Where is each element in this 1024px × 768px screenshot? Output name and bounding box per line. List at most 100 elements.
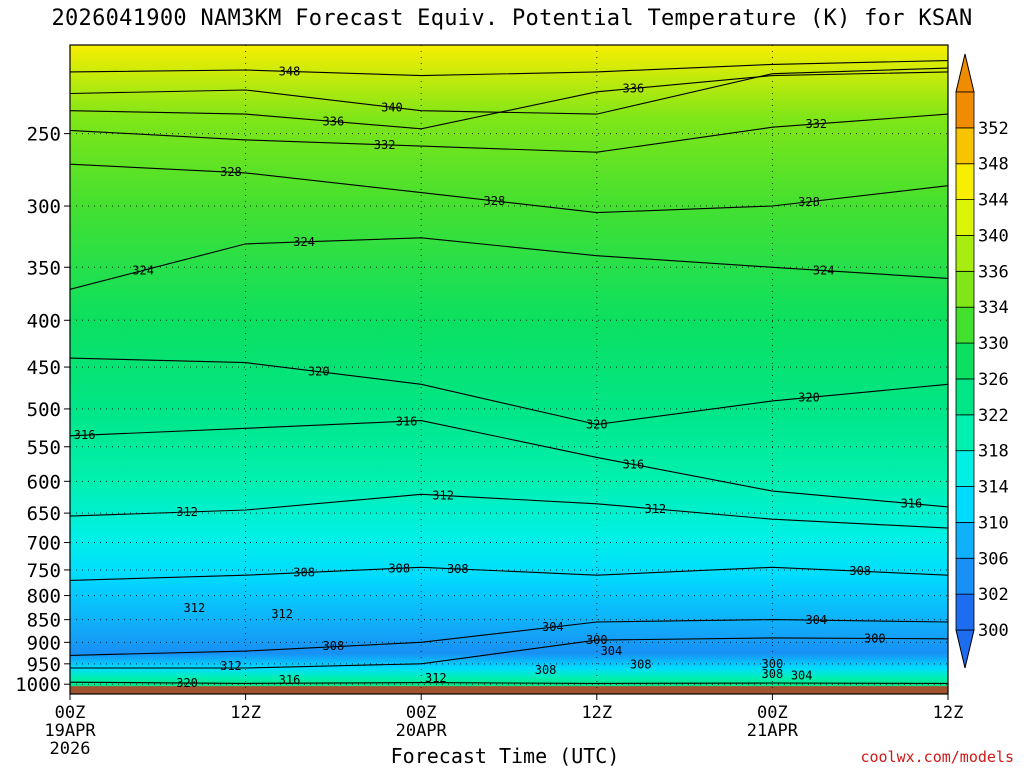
colorbar-swatch [955, 163, 975, 201]
contour-line-304 [69, 619, 949, 656]
y-tick-label: 400 [27, 310, 61, 332]
contour-label: 312 [220, 659, 242, 673]
contour-label: 308 [388, 561, 410, 575]
contour-label: 308 [849, 564, 871, 578]
colorbar-swatch [955, 486, 975, 523]
colorbar-swatch [955, 199, 975, 236]
y-tick-label: 850 [27, 610, 61, 632]
contour-label: 308 [535, 663, 557, 677]
y-tick-label: 250 [27, 124, 61, 146]
contour-line-348 [69, 60, 949, 77]
colorbar-label: 344 [978, 191, 1009, 211]
contour-label: 316 [396, 414, 418, 428]
contour-label: 308 [630, 658, 652, 672]
contour-line-308 [69, 566, 949, 581]
contour-label: 328 [798, 195, 820, 209]
contour-label: 316 [279, 673, 301, 687]
contour-line-332 [69, 113, 949, 153]
contour-label: 324 [293, 235, 315, 249]
contour-label: 332 [374, 138, 396, 152]
contour-label: 348 [279, 64, 301, 78]
y-tick-label: 950 [27, 654, 61, 676]
contour-label: 336 [323, 114, 345, 128]
colorbar-swatch [955, 450, 975, 487]
colorbar-label: 306 [978, 549, 1009, 569]
contour-label: 320 [586, 417, 608, 431]
contour-line-328 [69, 163, 949, 214]
x-tick-label: 12Z [933, 703, 964, 723]
contour-line-324 [69, 237, 949, 290]
contour-label: 320 [308, 365, 330, 379]
y-tick-label: 600 [27, 471, 61, 493]
contour-line-336 [69, 71, 949, 130]
colorbar-label: 326 [978, 370, 1009, 390]
contour-label: 320 [798, 390, 820, 404]
contour-label: 308 [762, 667, 784, 681]
colorbar-label: 302 [978, 585, 1009, 605]
colorbar-label: 352 [978, 119, 1009, 139]
contour-label: 300 [864, 631, 886, 645]
contour-line-316 [69, 420, 949, 508]
y-tick-label: 900 [27, 632, 61, 654]
y-tick-label: 300 [27, 196, 61, 218]
y-tick-label: 500 [27, 399, 61, 421]
colorbar-swatch [955, 414, 975, 452]
contour-label: 336 [623, 81, 645, 95]
plot-background [70, 45, 948, 694]
colorbar-swatch [955, 235, 975, 272]
contour-label: 304 [601, 644, 623, 658]
contour-label: 320 [176, 676, 198, 690]
colorbar-arrow-bottom [955, 629, 975, 669]
colorbar-swatch [955, 342, 975, 380]
contour-label: 324 [813, 264, 835, 278]
x-tick-label: 00Z [406, 703, 437, 723]
contour-label: 312 [176, 505, 198, 519]
y-tick-label: 1000 [15, 674, 61, 696]
y-tick-label: 700 [27, 533, 61, 555]
x-tick-label: 00Z [757, 703, 788, 723]
colorbar-label: 336 [978, 262, 1009, 282]
colorbar-swatch [955, 378, 975, 416]
colorbar-swatch [955, 91, 975, 129]
chart-title: 2026041900 NAM3KM Forecast Equiv. Potent… [51, 6, 973, 31]
colorbar-swatch [955, 270, 975, 308]
colorbar-swatch [955, 557, 975, 595]
plot-frame [69, 44, 949, 695]
x-tick-label: 00Z [55, 703, 86, 723]
contour-label: 312 [184, 601, 206, 615]
contour-label: 316 [623, 457, 645, 471]
y-tick-label: 650 [27, 503, 61, 525]
contour-label: 300 [762, 657, 784, 671]
y-tick-label: 350 [27, 257, 61, 279]
contour-label: 328 [220, 165, 242, 179]
x-tick-date: 20APR [396, 721, 448, 741]
contour-label: 312 [644, 502, 666, 516]
x-axis-label: Forecast Time (UTC) [390, 744, 620, 768]
contour-label: 340 [381, 100, 403, 114]
colorbar-label: 318 [978, 442, 1009, 462]
x-tick-label: 12Z [581, 703, 612, 723]
colorbar-label: 314 [978, 478, 1009, 498]
contour-line-320 [69, 357, 949, 426]
contour-label: 312 [432, 489, 454, 503]
contour-label: 332 [805, 117, 827, 131]
contour-line-312 [69, 493, 949, 529]
colorbar-label: 310 [978, 513, 1009, 533]
colorbar-label: 334 [978, 298, 1009, 318]
y-tick-label: 750 [27, 560, 61, 582]
contour-label: 316 [74, 428, 96, 442]
x-tick-label: 12Z [230, 703, 261, 723]
colorbar-swatch [955, 522, 975, 559]
colorbar-label: 322 [978, 406, 1009, 426]
y-tick-label: 550 [27, 437, 61, 459]
contour-label: 312 [425, 671, 447, 685]
colorbar-arrow-top [955, 53, 975, 93]
x-tick-year: 2026 [50, 739, 91, 759]
colorbar-swatch [955, 127, 975, 165]
terrain-strip [70, 686, 948, 694]
colorbar-swatch [955, 593, 975, 631]
contour-label: 324 [132, 263, 154, 277]
contour-label: 316 [901, 497, 923, 511]
credit-text[interactable]: coolwx.com/models [860, 748, 1014, 766]
